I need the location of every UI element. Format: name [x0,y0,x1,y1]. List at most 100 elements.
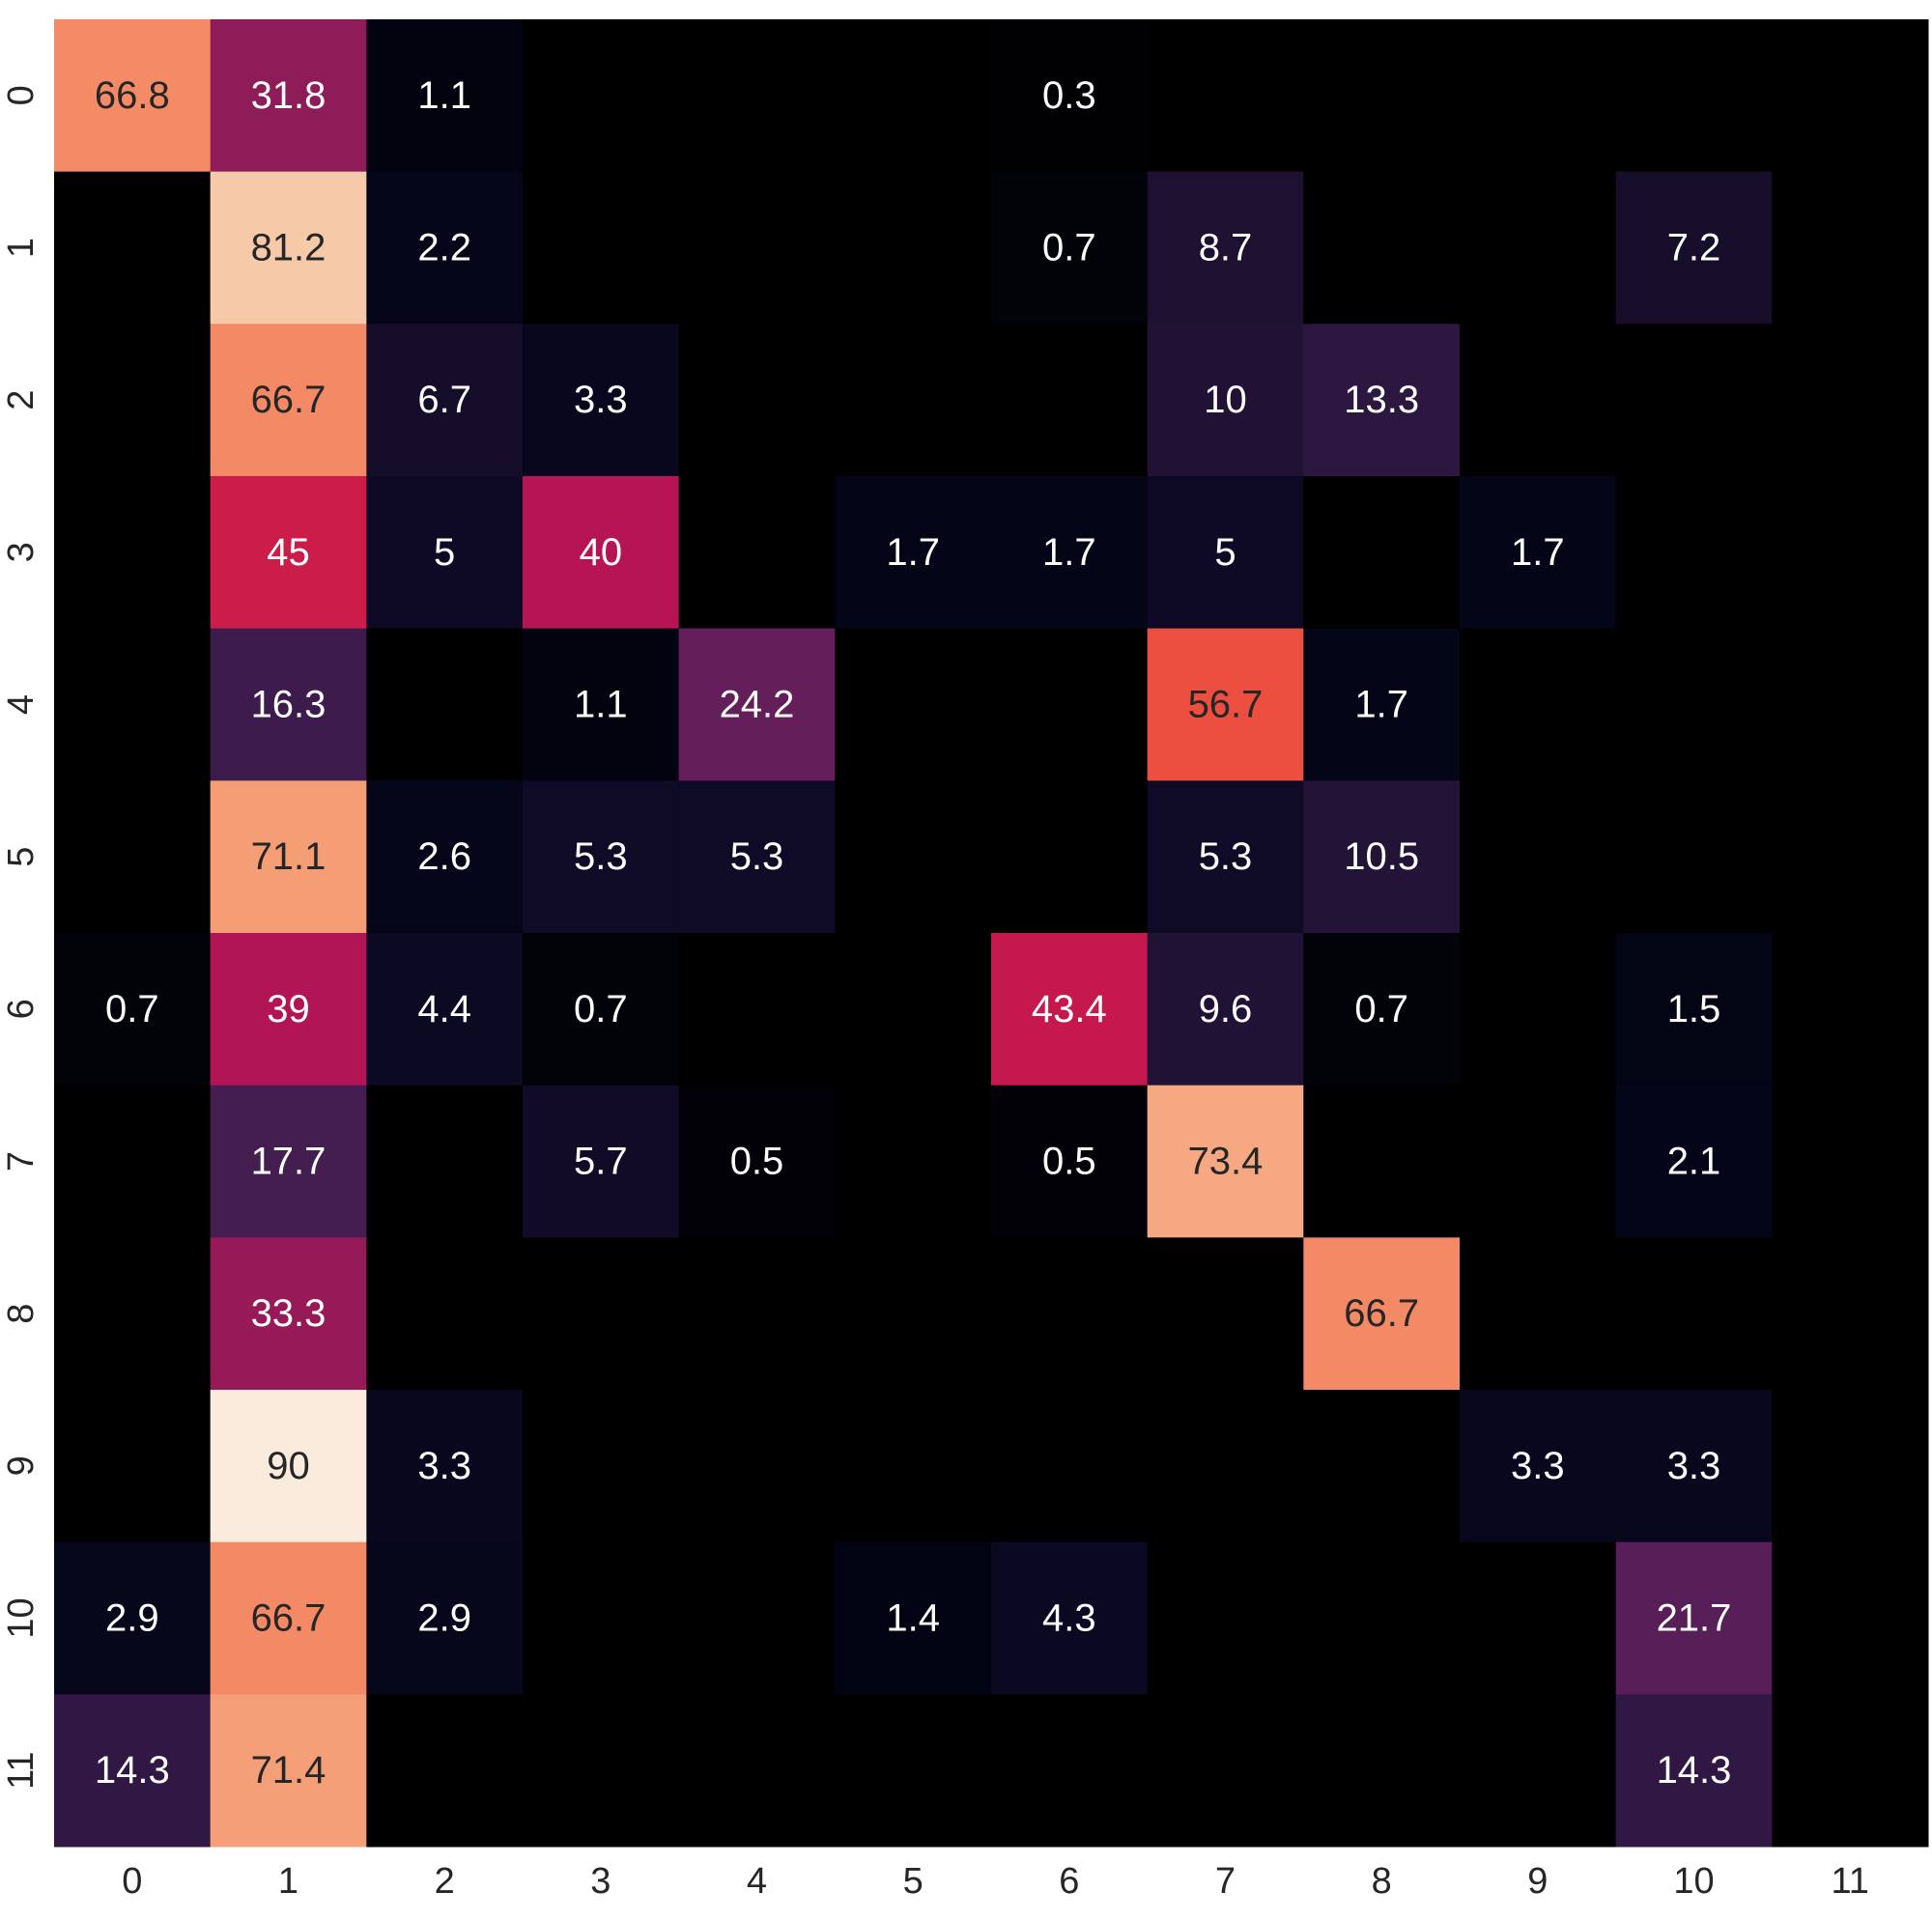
heatmap-cell-r1-c11 [1772,171,1929,325]
y-tick-label-0: 0 [1,85,42,105]
cell-value-label-r5-c2: 2.6 [417,835,471,878]
heatmap-cell-r8-c2 [366,1237,524,1391]
heatmap-cell-r2-c8 [1303,324,1461,477]
cell-value-label-r7-c6: 0.5 [1042,1141,1096,1183]
heatmap-cell-r2-c1 [210,324,367,477]
heatmap-cell-r5-c2 [366,780,524,934]
cell-value-label-r7-c4: 0.5 [730,1141,784,1183]
heatmap-cell-r2-c3 [523,324,680,477]
cell-value-label-r10-c0: 2.9 [105,1597,159,1640]
heatmap-cell-r6-c9 [1460,933,1617,1087]
heatmap-cell-r11-c7 [1147,1694,1304,1848]
cell-value-label-r0-c2: 1.1 [417,74,471,117]
heatmap-cell-r5-c4 [678,780,836,934]
cell-value-label-r6-c3: 0.7 [574,988,628,1031]
cell-value-label-r3-c5: 1.7 [886,531,940,574]
heatmap-cell-r9-c0 [54,1390,212,1543]
heatmap-cell-r6-c4 [678,933,836,1087]
heatmap-cell-r2-c4 [678,324,836,477]
cell-value-label-r7-c10: 2.1 [1667,1141,1721,1183]
heatmap-cell-r7-c9 [1460,1085,1617,1238]
x-tick-label-10: 10 [1673,1861,1714,1902]
heatmap-cell-r4-c11 [1772,628,1929,781]
y-tick-label-4: 4 [1,694,42,715]
heatmap-cell-r0-c11 [1772,19,1929,173]
heatmap-cell-r10-c0 [54,1541,212,1695]
heatmap-cell-r3-c7 [1147,476,1304,630]
cell-value-label-r4-c8: 1.7 [1354,684,1408,726]
heatmap-cell-r11-c8 [1303,1694,1461,1848]
x-tick-label-7: 7 [1215,1861,1236,1902]
cell-value-label-r10-c10: 21.7 [1657,1597,1732,1640]
heatmap-cell-r2-c9 [1460,324,1617,477]
cell-value-label-r10-c5: 1.4 [886,1597,940,1640]
heatmap-cell-r8-c8 [1303,1237,1461,1391]
heatmap-cell-r10-c8 [1303,1541,1461,1695]
heatmap-cell-r7-c0 [54,1085,212,1238]
heatmap-cell-r7-c4 [678,1085,836,1238]
heatmap-cell-r6-c3 [523,933,680,1087]
heatmap-cell-r6-c7 [1147,933,1304,1087]
heatmap-cell-r9-c10 [1615,1390,1773,1543]
cell-value-label-r2-c2: 6.7 [417,379,471,421]
cell-value-label-r7-c1: 17.7 [251,1141,327,1183]
heatmap-cell-r0-c7 [1147,19,1304,173]
cell-value-label-r4-c3: 1.1 [574,684,628,726]
heatmap-cell-r10-c5 [835,1541,992,1695]
y-tick-label-11: 11 [1,1751,42,1789]
heatmap-cell-r9-c9 [1460,1390,1617,1543]
heatmap-cell-r4-c7 [1147,628,1304,781]
heatmap-cell-r3-c5 [835,476,992,630]
heatmap-cell-r11-c3 [523,1694,680,1848]
heatmap-cell-r2-c6 [991,324,1149,477]
heatmap-cell-r9-c11 [1772,1390,1929,1543]
cell-value-label-r9-c9: 3.3 [1511,1445,1565,1487]
heatmap-cell-r3-c4 [678,476,836,630]
heatmap-cell-r1-c6 [991,171,1149,325]
cell-value-label-r2-c7: 10 [1204,379,1247,421]
cell-value-label-r8-c1: 33.3 [251,1292,327,1335]
heatmap-cell-r2-c7 [1147,324,1304,477]
heatmap-cell-r9-c8 [1303,1390,1461,1543]
heatmap-cell-r7-c11 [1772,1085,1929,1238]
x-tick-label-1: 1 [278,1861,298,1902]
heatmap-cell-r2-c11 [1772,324,1929,477]
heatmap-cell-r6-c5 [835,933,992,1087]
y-tick-label-10: 10 [1,1597,42,1638]
cell-value-label-r3-c7: 5 [1214,531,1236,574]
x-tick-label-9: 9 [1527,1861,1548,1902]
heatmap-cell-r4-c6 [991,628,1149,781]
heatmap-cell-r1-c1 [210,171,367,325]
x-tick-label-4: 4 [747,1861,767,1902]
heatmap-cell-labels: 66.8 31.8 1.1 0.3 81.2 2.2 0.7 8.7 7.2 66.7 6.7 3.3… [95,74,1732,1792]
heatmap-cell-r10-c7 [1147,1541,1304,1695]
heatmap-cell-r4-c1 [210,628,367,781]
cell-value-label-r5-c3: 5.3 [574,835,628,878]
cell-value-label-r1-c7: 8.7 [1199,227,1253,269]
cell-value-label-r10-c1: 66.7 [251,1597,327,1640]
heatmap-cell-r7-c6 [991,1085,1149,1238]
heatmap-cell-r3-c11 [1772,476,1929,630]
cell-value-label-r4-c7: 56.7 [1188,684,1264,726]
heatmap-cell-r0-c2 [366,19,524,173]
heatmap-cell-r8-c1 [210,1237,367,1391]
heatmap-cell-r10-c9 [1460,1541,1617,1695]
heatmap-cell-r0-c5 [835,19,992,173]
cell-value-label-r5-c7: 5.3 [1199,835,1253,878]
heatmap-cell-r11-c11 [1772,1694,1929,1848]
heatmap-cell-r3-c0 [54,476,212,630]
heatmap-cell-r9-c5 [835,1390,992,1543]
cell-value-label-r9-c1: 90 [267,1445,310,1487]
heatmap-cell-r1-c2 [366,171,524,325]
cell-value-label-r5-c8: 10.5 [1344,835,1419,878]
heatmap-cell-r8-c3 [523,1237,680,1391]
heatmap-cell-r5-c8 [1303,780,1461,934]
heatmap-cell-r4-c8 [1303,628,1461,781]
heatmap-cell-r1-c3 [523,171,680,325]
heatmap-cell-r6-c1 [210,933,367,1087]
heatmap-cell-r2-c5 [835,324,992,477]
cell-value-label-r6-c1: 39 [267,988,310,1031]
cell-value-label-r3-c6: 1.7 [1042,531,1096,574]
heatmap-cell-r1-c8 [1303,171,1461,325]
y-tick-label-2: 2 [1,390,42,410]
